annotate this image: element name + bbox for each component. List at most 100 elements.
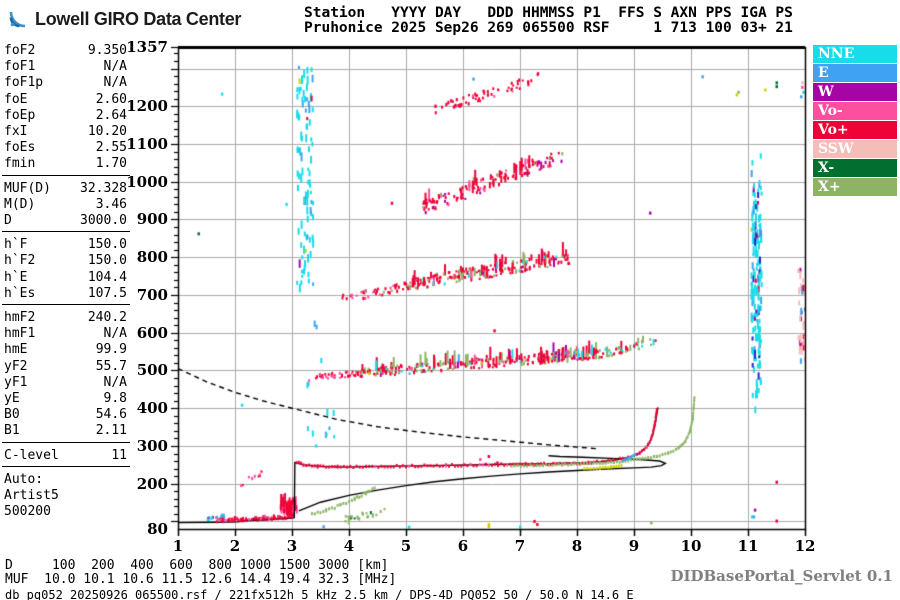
param-label: foEs <box>4 140 36 156</box>
param-label: foF1 <box>4 59 36 75</box>
param-row-fof1p: foF1p N/A <box>4 75 127 91</box>
param-value: 3.46 <box>95 196 127 212</box>
param-row-hme: hmE 99.9 <box>4 342 127 358</box>
legend-label: SSW <box>818 141 854 157</box>
legend-item-e: E <box>813 64 897 82</box>
param-row-foep: foEp 2.64 <box>4 108 127 124</box>
param-value: 11 <box>111 447 127 463</box>
param-value: N/A <box>103 374 127 390</box>
logo-text: Lowell GIRO Data Center <box>35 8 242 29</box>
y-axis-label: 900 <box>136 210 168 229</box>
param-label: yF1 <box>4 374 28 390</box>
legend-label: W <box>818 84 834 100</box>
legend-item-xplus: X+ <box>813 178 897 196</box>
param-value: N/A <box>103 326 127 342</box>
param-label: hmF2 <box>4 310 36 325</box>
param-label: Artist5 <box>4 488 59 503</box>
y-axis-label: 400 <box>136 399 168 418</box>
param-label: yE <box>4 391 20 406</box>
y-axis-label: 800 <box>136 248 168 267</box>
param-row-he: h`E 104.4 <box>4 270 127 286</box>
param-row-fof1: foF1 N/A <box>4 59 127 75</box>
y-axis-label: 80 <box>147 520 168 538</box>
direction-legend: NNE E W Vo- Vo+ SSW X- X+ <box>813 45 897 197</box>
param-row-ye: yE 9.8 <box>4 391 127 407</box>
param-label: Auto: <box>4 471 44 487</box>
param-label: foF2 <box>4 43 36 58</box>
param-separator <box>2 304 130 305</box>
x-axis-label: 7 <box>514 537 526 555</box>
y-axis-label: 700 <box>136 285 168 304</box>
param-value: 104.4 <box>87 269 127 285</box>
legend-item-xminus: X- <box>813 159 897 177</box>
param-row-foe: foE 2.60 <box>4 92 127 108</box>
param-value: 150.0 <box>87 237 127 253</box>
y-axis-label: 200 <box>136 474 168 493</box>
param-row-fxi: fxI 10.20 <box>4 124 127 140</box>
station-header-values: Pruhonice 2025 Sep26 269 065500 RSF 1 71… <box>304 20 793 36</box>
y-axis-label: 1357 <box>126 38 168 56</box>
param-value: 32.328 <box>80 180 127 196</box>
param-label: hmE <box>4 342 28 358</box>
param-value: 2.60 <box>95 91 127 107</box>
servlet-credit: DIDBasePortal_Servlet 0.1 <box>670 567 893 585</box>
legend-label: Vo- <box>818 103 843 119</box>
legend-label: NNE <box>818 46 855 62</box>
y-axis-label: 300 <box>136 436 168 455</box>
muf-row: MUF 10.0 10.1 10.6 11.5 12.6 14.4 19.4 3… <box>5 572 397 587</box>
param-label: MUF(D) <box>4 180 51 196</box>
param-label: hmF1 <box>4 326 36 342</box>
param-value: 107.5 <box>87 285 127 301</box>
parameter-panel: foF2 9.350 foF1 N/A foF1p N/A foE 2.60 foEp 2.64 f… <box>0 0 132 600</box>
param-value: 54.6 <box>95 407 127 423</box>
x-axis-label: 6 <box>457 537 469 555</box>
param-value: 1.70 <box>95 156 127 172</box>
param-row-hmf1: hmF1 N/A <box>4 326 127 342</box>
param-row-hf2: h`F2 150.0 <box>4 253 127 269</box>
y-axis-label: 1000 <box>126 172 168 191</box>
param-separator <box>2 231 130 233</box>
param-label: h`F <box>4 237 28 253</box>
y-axis-label: 1100 <box>126 135 168 153</box>
legend-label: E <box>818 65 829 81</box>
x-axis-label: 4 <box>343 537 355 555</box>
param-separator <box>2 174 130 176</box>
param-value: N/A <box>103 75 127 91</box>
x-axis-label: 3 <box>286 537 298 555</box>
param-row-c-level: C-level 11 <box>4 448 127 464</box>
param-value: 9.350 <box>87 43 127 58</box>
param-row-yf1: yF1 N/A <box>4 375 127 391</box>
param-value: 2.64 <box>95 107 127 123</box>
legend-label: X+ <box>818 179 841 195</box>
param-label: h`F2 <box>4 253 36 269</box>
param-value: N/A <box>103 59 127 75</box>
param-row-b0: B0 54.6 <box>4 407 127 423</box>
param-value: 2.55 <box>95 140 127 156</box>
x-axis-label: 2 <box>229 537 241 555</box>
param-value: 150.0 <box>87 253 127 269</box>
legend-item-w: W <box>813 83 897 101</box>
param-row-mufd: MUF(D) 32.328 <box>4 181 127 197</box>
param-row-fmin: fmin 1.70 <box>4 156 127 172</box>
legend-item-nne: NNE <box>813 45 897 63</box>
station-header-columns: Station YYYY DAY DDD HHMMSS P1 FFS S AXN… <box>304 5 793 21</box>
param-row-md: M(D) 3.46 <box>4 197 127 213</box>
param-row-auto: Auto: <box>4 472 127 488</box>
x-axis-label: 9 <box>628 537 640 555</box>
param-row-b1: B1 2.11 <box>4 423 127 439</box>
param-label: 500200 <box>4 504 51 520</box>
param-value: 240.2 <box>87 310 127 325</box>
param-row-hes: h`Es 107.5 <box>4 286 127 302</box>
x-axis-label: 5 <box>400 537 412 555</box>
param-row-hmf2: hmF2 240.2 <box>4 310 127 326</box>
param-value: 55.7 <box>95 358 127 374</box>
legend-item-voplus: Vo+ <box>813 121 897 139</box>
param-row-hf: h`F 150.0 <box>4 237 127 253</box>
giro-wave-icon <box>8 5 32 33</box>
param-row-d: D 3000.0 <box>4 213 127 229</box>
x-axis-label: 10 <box>680 537 702 555</box>
param-label: fmin <box>4 156 36 172</box>
param-separator <box>2 441 130 443</box>
